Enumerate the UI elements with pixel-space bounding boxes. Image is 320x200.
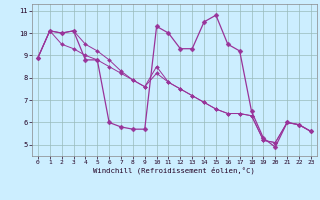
X-axis label: Windchill (Refroidissement éolien,°C): Windchill (Refroidissement éolien,°C) <box>93 167 255 174</box>
